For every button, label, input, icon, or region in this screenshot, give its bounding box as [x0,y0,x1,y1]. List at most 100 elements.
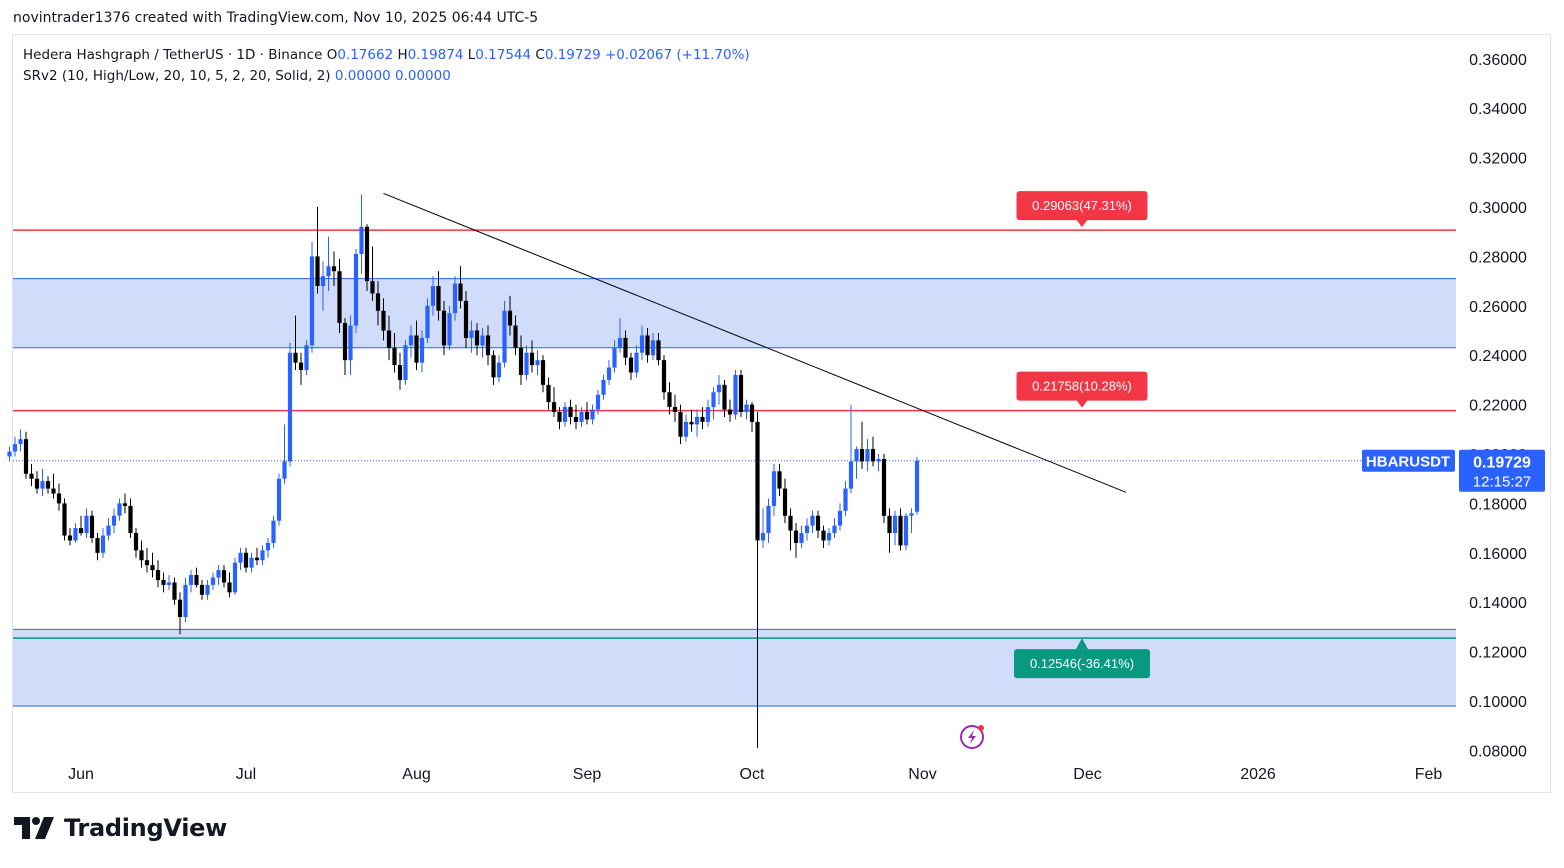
candle[interactable] [293,315,298,371]
candle[interactable] [183,577,188,622]
candle[interactable] [67,528,73,546]
candle[interactable] [557,407,562,430]
candle[interactable] [23,431,29,479]
candle[interactable] [848,404,854,494]
candle[interactable] [826,528,832,546]
candle[interactable] [12,436,18,457]
candle[interactable] [392,332,397,373]
candle[interactable] [551,387,557,417]
candle[interactable] [408,325,414,358]
candle[interactable] [628,352,634,380]
tradingview-logo[interactable]: TradingView [14,814,227,842]
candle[interactable] [881,454,887,524]
candle[interactable] [766,498,771,543]
candle[interactable] [639,325,645,361]
candle[interactable] [760,508,766,548]
candle[interactable] [865,439,870,472]
candle[interactable] [45,476,51,494]
candle[interactable] [62,498,67,541]
candle[interactable] [133,528,139,558]
candle[interactable] [524,345,529,380]
candle[interactable] [854,446,859,479]
candle[interactable] [139,540,144,568]
candle[interactable] [458,266,463,309]
candle[interactable] [843,481,848,516]
candle[interactable] [887,508,892,553]
candle[interactable] [870,436,876,467]
candle[interactable] [700,407,705,430]
candle[interactable] [859,421,865,469]
candle[interactable] [755,412,760,748]
candle[interactable] [612,340,617,373]
candle[interactable] [793,523,799,558]
candle[interactable] [370,246,375,301]
candle[interactable] [238,547,243,571]
candle[interactable] [210,572,216,590]
candle[interactable] [89,510,95,543]
level-label-2[interactable]: 0.12546(-36.41%) [1014,638,1150,679]
candle[interactable] [161,572,166,593]
candle[interactable] [320,261,326,311]
candle[interactable] [397,352,403,390]
candle[interactable] [260,545,265,566]
candle[interactable] [326,236,331,291]
candle[interactable] [337,258,342,333]
candle[interactable] [678,404,683,445]
candle[interactable] [804,518,810,541]
candle[interactable] [777,463,782,496]
candle[interactable] [188,570,194,593]
candle[interactable] [496,355,502,383]
candle[interactable] [265,537,271,558]
candle[interactable] [199,579,205,600]
candle[interactable] [568,399,573,425]
candle[interactable] [903,513,909,551]
candle[interactable] [425,298,430,343]
candle[interactable] [194,567,199,588]
candle[interactable] [249,552,254,573]
candle[interactable] [518,335,524,385]
level-label-0[interactable]: 0.29063(47.31%) [1016,191,1148,228]
trendline[interactable] [383,192,1127,493]
candle[interactable] [227,572,232,598]
candle[interactable] [216,565,221,585]
candle[interactable] [331,251,337,287]
candle[interactable] [617,318,623,353]
candle[interactable] [73,523,78,543]
candle[interactable] [634,345,639,378]
candle[interactable] [386,315,392,361]
candle[interactable] [40,468,45,496]
candle[interactable] [309,241,315,353]
candle[interactable] [898,508,903,551]
candle[interactable] [106,518,111,541]
candle[interactable] [430,276,436,316]
sr-zone-1[interactable] [13,629,1456,706]
candle[interactable] [892,510,898,546]
candle[interactable] [463,290,469,348]
candle[interactable] [7,446,12,462]
candle[interactable] [513,315,518,356]
candle[interactable] [782,478,788,524]
candle[interactable] [650,332,656,361]
candle[interactable] [535,350,540,375]
candle[interactable] [474,323,480,356]
candle[interactable] [166,575,172,590]
candle[interactable] [540,355,546,393]
candle[interactable] [694,409,700,437]
candle[interactable] [606,360,612,385]
candle[interactable] [304,340,309,375]
candle[interactable] [667,382,672,415]
candle[interactable] [749,402,755,432]
candle[interactable] [711,387,716,420]
sr-zone-0[interactable] [13,278,1456,348]
candle[interactable] [359,194,364,274]
candle[interactable] [117,498,122,521]
candle[interactable] [177,592,183,635]
candle[interactable] [205,579,210,600]
candle[interactable] [29,463,34,487]
candle[interactable] [579,407,584,427]
candle[interactable] [485,325,491,366]
candle[interactable] [447,305,452,351]
candle[interactable] [150,552,155,578]
candle[interactable] [837,503,843,531]
candle[interactable] [271,515,276,548]
